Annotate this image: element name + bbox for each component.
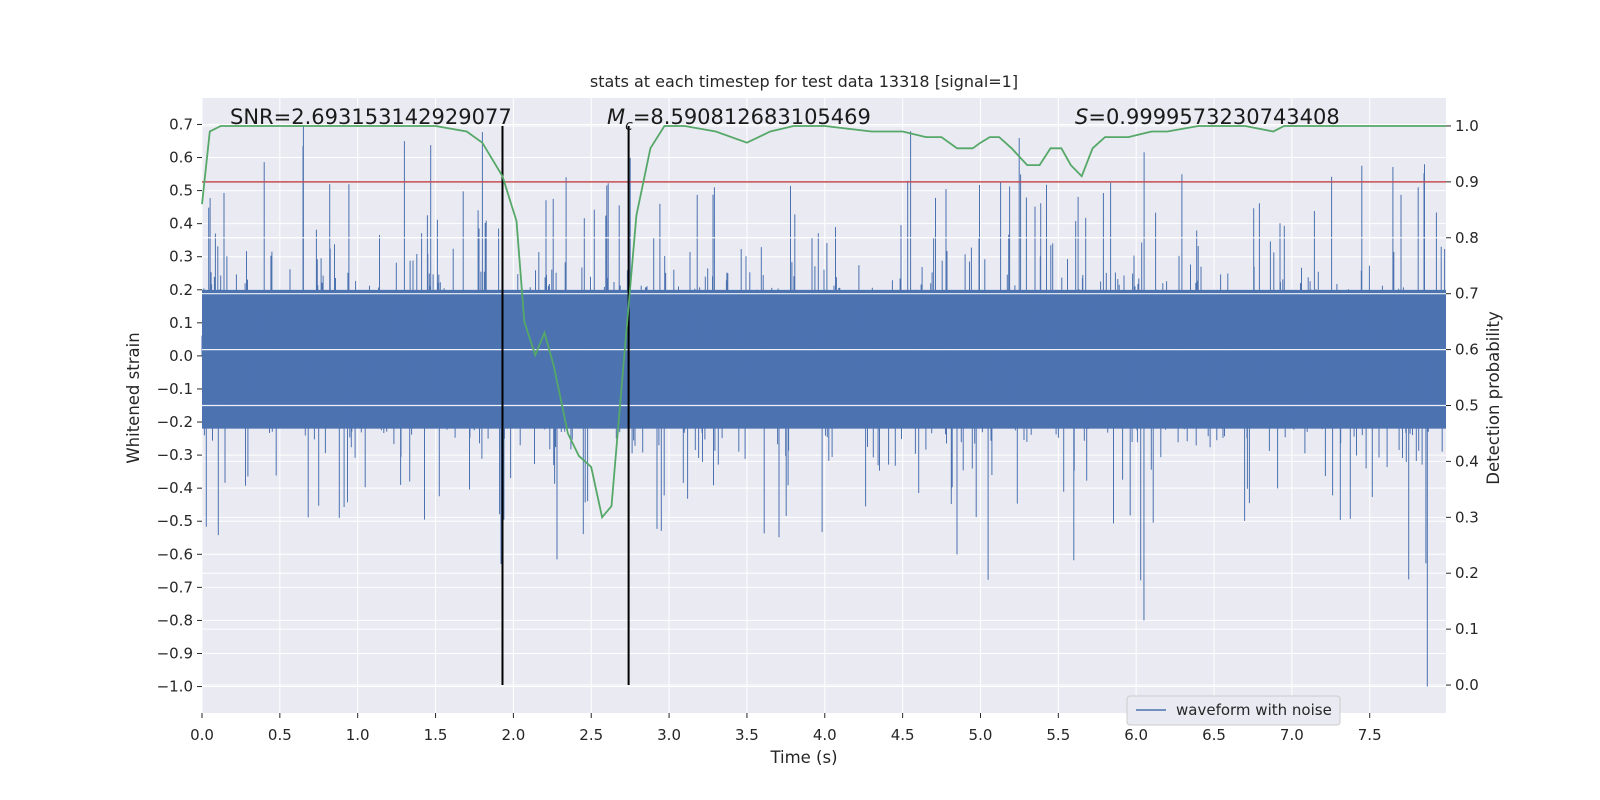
x-tick-label: 1.5 (424, 726, 448, 744)
y2-tick-label: 0.8 (1455, 229, 1479, 247)
x-tick-label: 1.0 (346, 726, 370, 744)
tick-labels: 0.0 0.5 1.0 1.5 2.0 2.5 3.0 3.5 4.0 4.5 5.0 5.5 6.0 6… (157, 115, 1479, 744)
x-tick-label: 3.5 (735, 726, 759, 744)
y2-tick-label: 0.3 (1455, 508, 1479, 526)
y2-tick-label: 0.7 (1455, 285, 1479, 303)
legend: waveform with noise (1126, 695, 1341, 726)
x-tick-label: 6.5 (1202, 726, 1226, 744)
y-tick-label: −0.6 (157, 545, 193, 563)
y2-tick-label: 0.5 (1455, 397, 1479, 415)
y-tick-label: 0.3 (169, 248, 193, 266)
chart-title: stats at each timestep for test data 133… (590, 72, 1018, 91)
significance-annotation: S=0.9999573230743408 (1075, 105, 1340, 129)
waveform-line (201, 126, 1446, 687)
probability-line (201, 125, 1446, 520)
y2-tick-label: 1.0 (1455, 117, 1479, 135)
x-tick-label: 7.0 (1280, 726, 1304, 744)
snr-annotation: SNR=2.693153142929077 (230, 105, 512, 129)
chirp-mass-value: =8.590812683105469 (633, 105, 871, 129)
significance-symbol: S (1075, 105, 1088, 129)
x-tick-label: 5.0 (969, 726, 993, 744)
y-tick-label: 0.7 (169, 115, 193, 133)
y2-axis-label: Detection probability (1484, 311, 1503, 485)
y-tick-label: −0.5 (157, 512, 193, 530)
x-tick-label: 5.5 (1046, 726, 1070, 744)
x-tick-label: 2.5 (579, 726, 603, 744)
y2-tick-label: 0.6 (1455, 341, 1479, 359)
x-axis-label: Time (s) (769, 748, 837, 767)
y-tick-label: −0.2 (157, 413, 193, 431)
significance-value: =0.9999573230743408 (1088, 105, 1339, 129)
y-tick-label: 0.1 (169, 314, 193, 332)
chirp-mass-annotation: Mc=8.590812683105469 (607, 105, 871, 134)
y2-tick-label: 0.1 (1455, 620, 1479, 638)
x-tick-label: 4.5 (891, 726, 915, 744)
y-tick-label: −0.9 (157, 644, 193, 662)
x-tick-label: 0.0 (190, 726, 214, 744)
y-tick-label: −0.7 (157, 578, 193, 596)
y2-tick-label: 0.4 (1455, 452, 1479, 470)
y-tick-label: 0.6 (169, 149, 193, 167)
y-tick-label: 0.4 (169, 215, 193, 233)
legend-label: waveform with noise (1176, 701, 1332, 719)
y-tick-label: −0.1 (157, 380, 193, 398)
x-tick-label: 6.0 (1124, 726, 1148, 744)
chirp-mass-subscript: c (625, 118, 633, 134)
y2-tick-label: 0.9 (1455, 173, 1479, 191)
y-tick-label: −1.0 (157, 678, 193, 696)
y-tick-label: −0.4 (157, 479, 193, 497)
chirp-mass-symbol: M (607, 105, 625, 129)
y-axis-label: Whitened strain (124, 332, 143, 463)
x-tick-label: 2.0 (501, 726, 525, 744)
y-tick-label: −0.8 (157, 611, 193, 629)
x-tick-label: 0.5 (268, 726, 292, 744)
y-tick-label: 0.5 (169, 182, 193, 200)
y-tick-label: 0.2 (169, 281, 193, 299)
plot-area: 0.0 0.5 1.0 1.5 2.0 2.5 3.0 3.5 4.0 4.5 5.0 5.5 6.0 6… (157, 98, 1479, 744)
x-tick-label: 3.0 (657, 726, 681, 744)
y2-tick-label: 0.0 (1455, 676, 1479, 694)
x-tick-label: 4.0 (813, 726, 837, 744)
y-tick-label: −0.3 (157, 446, 193, 464)
x-tick-label: 7.5 (1358, 726, 1382, 744)
y2-tick-label: 0.2 (1455, 564, 1479, 582)
legend-box (1126, 695, 1341, 726)
y-tick-label: 0.0 (169, 347, 193, 365)
